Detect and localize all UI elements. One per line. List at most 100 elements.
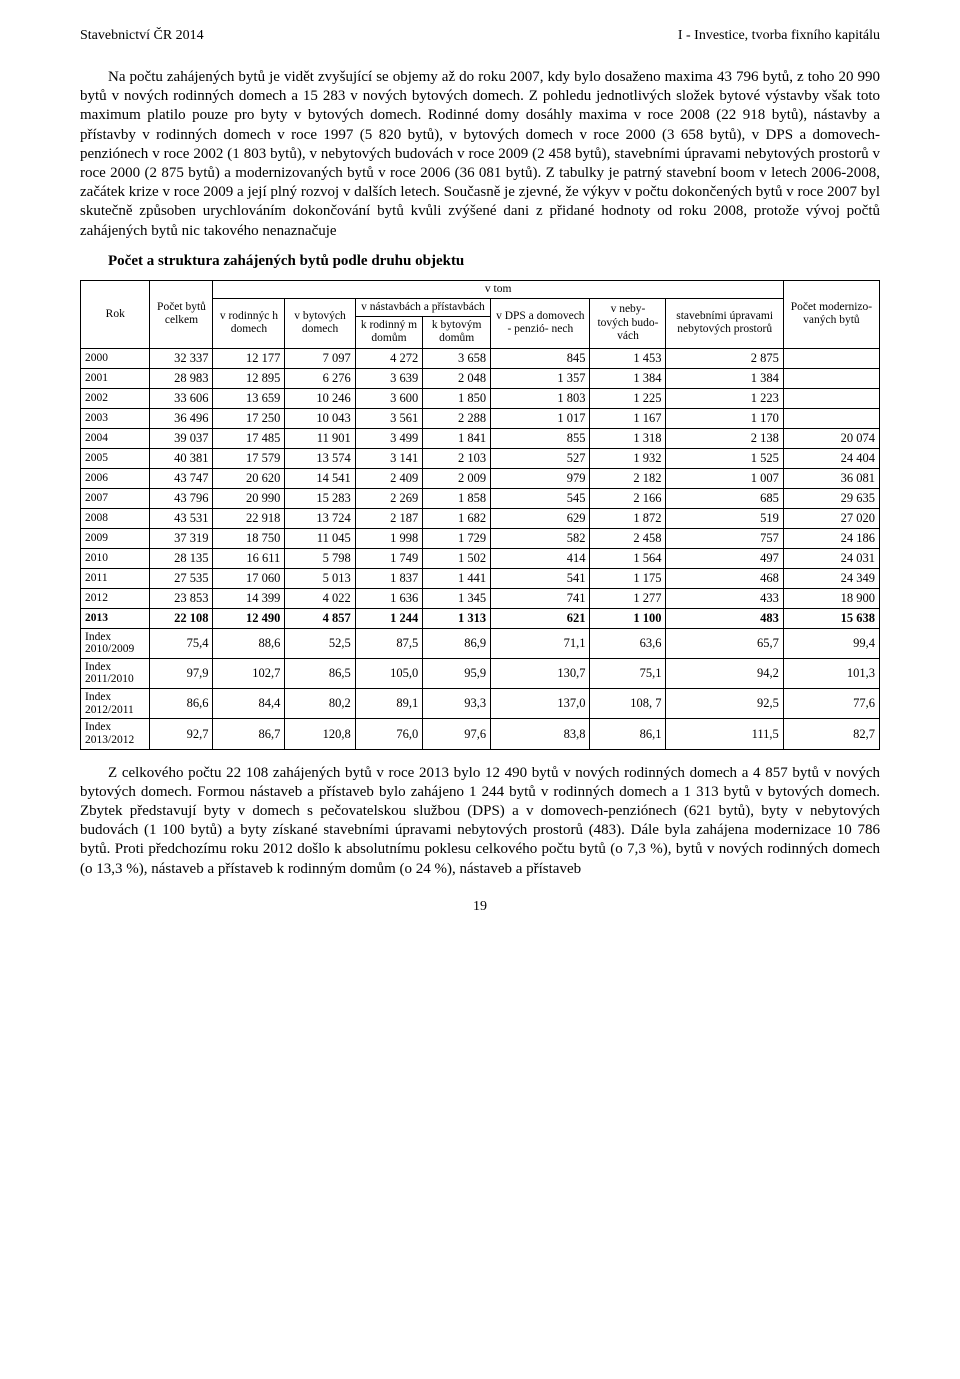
- cell: 97,6: [423, 719, 491, 749]
- cell: 18 750: [213, 528, 285, 548]
- cell: 3 639: [355, 368, 422, 388]
- cell: 979: [491, 468, 590, 488]
- table-head: Rok Počet bytů celkem v tom Počet modern…: [81, 280, 880, 348]
- cell: 1 525: [666, 448, 783, 468]
- cell: 15 283: [285, 488, 355, 508]
- row-label: 2003: [81, 408, 150, 428]
- cell: 17 060: [213, 568, 285, 588]
- cell: 111,5: [666, 719, 783, 749]
- cell: 1 100: [590, 608, 666, 628]
- cell: 2 409: [355, 468, 422, 488]
- cell: 86,5: [285, 658, 355, 688]
- cell: 86,6: [150, 689, 213, 719]
- cell: 5 798: [285, 548, 355, 568]
- cell: 27 020: [783, 508, 879, 528]
- cell: 1 170: [666, 408, 783, 428]
- table-row: Index 2013/201292,786,7120,876,097,683,8…: [81, 719, 880, 749]
- cell: 3 658: [423, 348, 491, 368]
- cell: 20 620: [213, 468, 285, 488]
- cell: 13 724: [285, 508, 355, 528]
- cell: 10 043: [285, 408, 355, 428]
- cell: 1 858: [423, 488, 491, 508]
- cell: 23 853: [150, 588, 213, 608]
- cell: 757: [666, 528, 783, 548]
- table-row: 200233 60613 65910 2463 6001 8501 8031 2…: [81, 388, 880, 408]
- cell: 2 009: [423, 468, 491, 488]
- cell: 2 166: [590, 488, 666, 508]
- cell: 433: [666, 588, 783, 608]
- cell: 22 918: [213, 508, 285, 528]
- cell: 2 269: [355, 488, 422, 508]
- cell: 1 682: [423, 508, 491, 528]
- cell: 685: [666, 488, 783, 508]
- cell: 29 635: [783, 488, 879, 508]
- cell: 2 187: [355, 508, 422, 528]
- cell: 17 485: [213, 428, 285, 448]
- row-label: Index 2012/2011: [81, 689, 150, 719]
- cell: 3 499: [355, 428, 422, 448]
- th-vtom: v tom: [213, 280, 783, 298]
- cell: 39 037: [150, 428, 213, 448]
- cell: 1 803: [491, 388, 590, 408]
- cell: 86,9: [423, 628, 491, 658]
- row-label: 2002: [81, 388, 150, 408]
- cell: 1 225: [590, 388, 666, 408]
- table-row: 201127 53517 0605 0131 8371 4415411 1754…: [81, 568, 880, 588]
- cell: 2 103: [423, 448, 491, 468]
- table-body: 200032 33712 1777 0974 2723 6588451 4532…: [81, 348, 880, 749]
- cell: 76,0: [355, 719, 422, 749]
- paragraph-2: Z celkového počtu 22 108 zahájených bytů…: [80, 764, 880, 879]
- cell: 1 007: [666, 468, 783, 488]
- cell: 1 384: [666, 368, 783, 388]
- table-row: 201322 10812 4904 8571 2441 3136211 1004…: [81, 608, 880, 628]
- cell: 24 404: [783, 448, 879, 468]
- th-rok: Rok: [81, 280, 150, 348]
- cell: 105,0: [355, 658, 422, 688]
- cell: 1 932: [590, 448, 666, 468]
- cell: 582: [491, 528, 590, 548]
- cell: [783, 388, 879, 408]
- cell: 3 561: [355, 408, 422, 428]
- th-dps: v DPS a domovech - penzió- nech: [491, 298, 590, 348]
- cell: 2 048: [423, 368, 491, 388]
- cell: 99,4: [783, 628, 879, 658]
- table-row: 201028 13516 6115 7981 7491 5024141 5644…: [81, 548, 880, 568]
- cell: 6 276: [285, 368, 355, 388]
- cell: 1 384: [590, 368, 666, 388]
- cell: 80,2: [285, 689, 355, 719]
- cell: 14 399: [213, 588, 285, 608]
- cell: 28 983: [150, 368, 213, 388]
- cell: 1 749: [355, 548, 422, 568]
- paragraph-1: Na počtu zahájených bytů je vidět zvyšuj…: [80, 68, 880, 241]
- row-label: 2007: [81, 488, 150, 508]
- row-label: 2011: [81, 568, 150, 588]
- cell: 1 998: [355, 528, 422, 548]
- cell: 7 097: [285, 348, 355, 368]
- cell: 108, 7: [590, 689, 666, 719]
- cell: 22 108: [150, 608, 213, 628]
- cell: 84,4: [213, 689, 285, 719]
- cell: 86,7: [213, 719, 285, 749]
- cell: 12 177: [213, 348, 285, 368]
- row-label: 2009: [81, 528, 150, 548]
- cell: 1 841: [423, 428, 491, 448]
- cell: 1 175: [590, 568, 666, 588]
- cell: 1 636: [355, 588, 422, 608]
- th-krod: k rodinný m domům: [355, 317, 422, 348]
- table-title: Počet a struktura zahájených bytů podle …: [108, 253, 880, 270]
- th-bytovych: v bytových domech: [285, 298, 355, 348]
- table-row: 200540 38117 57913 5743 1412 1035271 932…: [81, 448, 880, 468]
- cell: 86,1: [590, 719, 666, 749]
- cell: 1 453: [590, 348, 666, 368]
- header-right: I - Investice, tvorba fixního kapitálu: [678, 28, 880, 44]
- cell: 527: [491, 448, 590, 468]
- cell: 63,6: [590, 628, 666, 658]
- cell: 95,9: [423, 658, 491, 688]
- table-row: 200128 98312 8956 2763 6392 0481 3571 38…: [81, 368, 880, 388]
- cell: 75,4: [150, 628, 213, 658]
- cell: 88,6: [213, 628, 285, 658]
- table-row: 200032 33712 1777 0974 2723 6588451 4532…: [81, 348, 880, 368]
- table-row: Index 2010/200975,488,652,587,586,971,16…: [81, 628, 880, 658]
- cell: 1 502: [423, 548, 491, 568]
- cell: 2 458: [590, 528, 666, 548]
